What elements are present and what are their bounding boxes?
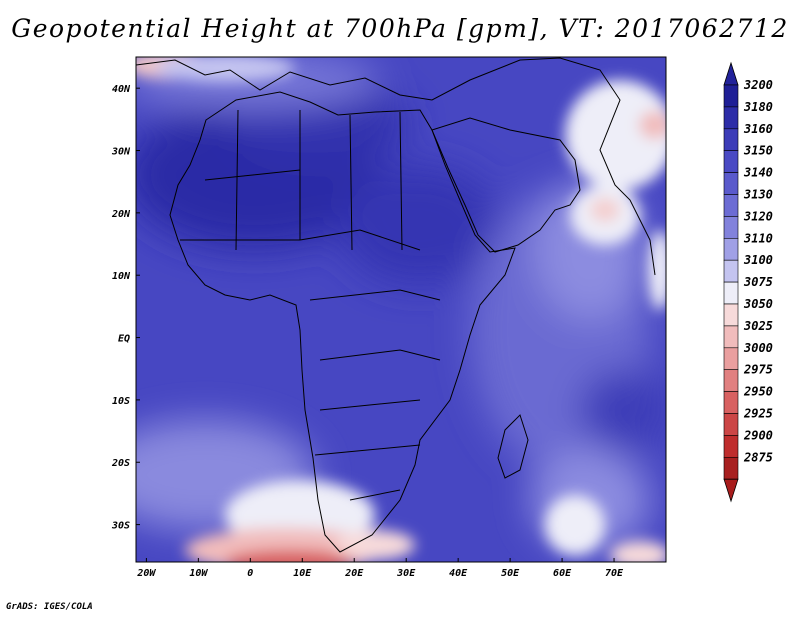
colorbar-label: 3120	[743, 209, 773, 223]
x-tick-label: 10W	[189, 568, 208, 579]
colorbar-bottom-arrow	[723, 478, 739, 503]
colorbar-label: 3000	[743, 341, 773, 355]
colorbar-swatch	[723, 150, 739, 173]
colorbar-top-arrow	[723, 61, 739, 86]
page-title: Geopotential Height at 700hPa [gpm], VT:…	[11, 14, 789, 43]
y-tick-label: 30N	[111, 147, 131, 158]
x-tick-label: 70E	[605, 568, 624, 579]
colorbar-swatch	[723, 369, 739, 392]
x-tick-label: 0	[247, 568, 253, 579]
colorbar-label: 3100	[743, 253, 773, 267]
colorbar-swatch	[723, 172, 739, 195]
colorbar-swatch	[723, 84, 739, 108]
colorbar-label: 3150	[743, 144, 773, 158]
colorbar: 3200 3180 3160 3150 3140 3130 3120 3110 3100 3075…	[723, 61, 773, 503]
x-tick-label: 20W	[136, 568, 156, 579]
colorbar-label: 2975	[743, 363, 773, 377]
colorbar-swatch	[723, 128, 739, 152]
colorbar-label: 3200	[743, 78, 773, 92]
colorbar-label: 3140	[743, 166, 773, 180]
colorbar-swatch	[723, 435, 739, 458]
coastlines	[136, 57, 656, 553]
y-tick-label: 20S	[111, 458, 130, 469]
height-field	[136, 57, 666, 562]
colorbar-swatch	[723, 238, 739, 261]
x-tick-label: 40E	[449, 568, 468, 579]
arabia-coastline	[431, 117, 581, 253]
colorbar-label: 2900	[743, 428, 773, 442]
colorbar-swatch	[723, 194, 739, 217]
colorbar-swatch	[723, 106, 739, 130]
y-tick-label: 10N	[112, 271, 131, 282]
colorbar-swatch	[723, 303, 739, 327]
colorbar-swatch	[723, 413, 739, 436]
map-frame	[135, 56, 667, 563]
x-tick-label: 30E	[396, 568, 416, 579]
africa-coastline	[169, 91, 516, 553]
colorbar-label: 3025	[743, 319, 773, 333]
x-axis-ticks: 20W 10W 0 10E 20E 30E 40E 50E 60E 70E	[136, 558, 624, 579]
europe-coastline	[136, 57, 656, 276]
colorbar-label: 3130	[743, 188, 773, 202]
x-tick-label: 10E	[293, 568, 312, 579]
colorbar-label: 3180	[743, 100, 773, 114]
colorbar-label: 3075	[743, 275, 773, 289]
country-borders	[180, 109, 441, 501]
y-tick-label: 30S	[111, 521, 130, 532]
colorbar-swatch	[723, 325, 739, 349]
colorbar-swatch	[723, 391, 739, 414]
x-tick-label: 60E	[553, 568, 572, 579]
colorbar-label: 3050	[743, 297, 773, 311]
x-tick-label: 20E	[344, 568, 364, 579]
colorbar-swatch	[723, 281, 739, 305]
colorbar-label: 2950	[743, 385, 773, 399]
x-tick-label: 50E	[501, 568, 520, 579]
colorbar-label: 3110	[743, 231, 773, 245]
y-tick-label: 20N	[111, 209, 131, 220]
colorbar-swatch	[723, 347, 739, 370]
y-tick-label: 40N	[112, 84, 131, 95]
colorbar-swatch	[723, 259, 739, 283]
colorbar-label: 3160	[743, 122, 773, 136]
madagascar-coastline	[497, 414, 529, 479]
colorbar-swatch	[723, 216, 739, 239]
credit-label: GrADS: IGES/COLA	[6, 602, 93, 612]
colorbar-label: 2875	[743, 450, 773, 464]
y-tick-label: EQ	[118, 334, 130, 345]
colorbar-swatch	[723, 456, 739, 480]
y-tick-label: 10S	[112, 396, 130, 407]
y-axis-ticks: 40N 30N 20N 10N EQ 10S 20S 30S	[111, 84, 140, 532]
colorbar-label: 2925	[743, 407, 773, 421]
